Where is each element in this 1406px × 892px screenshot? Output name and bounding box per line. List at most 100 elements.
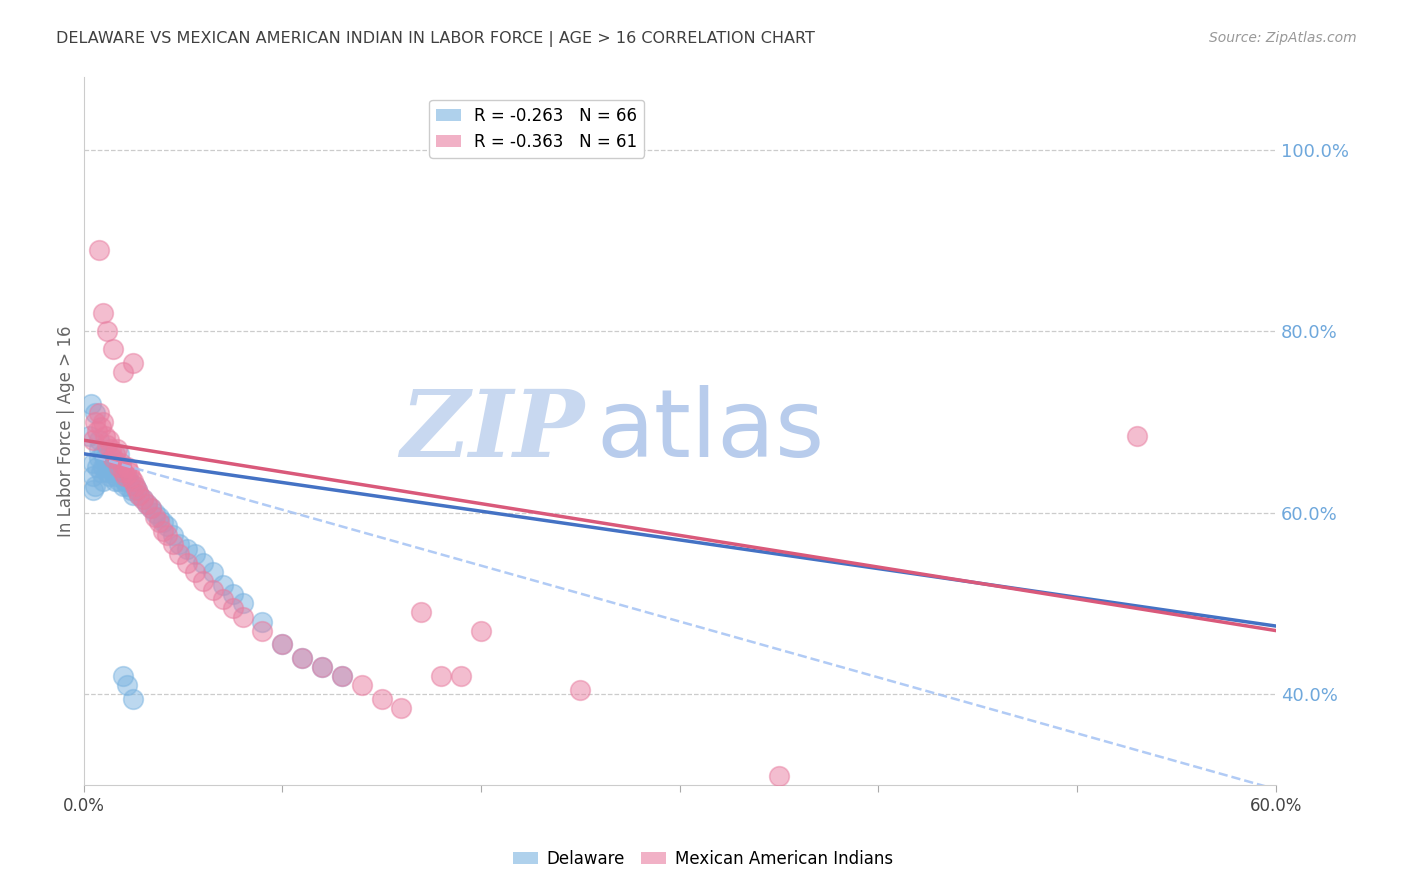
Point: [96, 324, 118, 338]
Point: [103, 465, 125, 479]
Point: [114, 469, 136, 483]
Point: [128, 487, 150, 501]
Point: [211, 578, 233, 592]
Point: [252, 615, 274, 629]
Point: [156, 519, 179, 533]
Point: [89, 433, 111, 447]
Point: [103, 451, 125, 466]
Point: [128, 487, 150, 501]
Point: [271, 637, 294, 651]
Point: [89, 406, 111, 420]
Point: [112, 365, 135, 379]
Point: [370, 691, 392, 706]
Point: [127, 483, 149, 497]
Point: [291, 650, 314, 665]
Point: [115, 478, 138, 492]
Point: [211, 591, 233, 606]
Point: [93, 447, 115, 461]
Point: [148, 515, 170, 529]
Point: [122, 691, 145, 706]
Point: [176, 541, 198, 556]
Point: [156, 528, 179, 542]
Point: [89, 451, 111, 466]
Point: [93, 415, 115, 429]
Point: [118, 474, 141, 488]
Point: [108, 474, 131, 488]
Point: [311, 660, 333, 674]
Point: [82, 433, 104, 447]
Point: [122, 487, 145, 501]
Point: [82, 483, 104, 497]
Point: [112, 669, 135, 683]
Point: [191, 556, 214, 570]
Point: [768, 769, 790, 783]
Text: Source: ZipAtlas.com: Source: ZipAtlas.com: [1209, 31, 1357, 45]
Point: [86, 424, 108, 438]
Point: [108, 447, 131, 461]
Point: [143, 510, 166, 524]
Point: [115, 460, 138, 475]
Point: [98, 469, 121, 483]
Point: [122, 474, 145, 488]
Point: [132, 492, 155, 507]
Point: [96, 465, 118, 479]
Point: [122, 356, 145, 370]
Point: [221, 601, 243, 615]
Point: [1126, 428, 1149, 442]
Point: [231, 596, 253, 610]
Legend: R = -0.263   N = 66, R = -0.363   N = 61: R = -0.263 N = 66, R = -0.363 N = 61: [429, 100, 644, 158]
Point: [143, 506, 166, 520]
Y-axis label: In Labor Force | Age > 16: In Labor Force | Age > 16: [58, 326, 75, 537]
Text: atlas: atlas: [596, 385, 824, 477]
Point: [104, 469, 127, 483]
Point: [103, 460, 125, 475]
Point: [105, 442, 128, 457]
Point: [103, 343, 125, 357]
Point: [152, 515, 174, 529]
Point: [132, 492, 155, 507]
Point: [411, 606, 433, 620]
Point: [470, 624, 492, 638]
Point: [114, 474, 136, 488]
Point: [191, 574, 214, 588]
Point: [350, 678, 373, 692]
Point: [176, 556, 198, 570]
Point: [115, 678, 138, 692]
Point: [98, 460, 121, 475]
Point: [84, 478, 107, 492]
Point: [94, 451, 117, 466]
Point: [139, 501, 162, 516]
Point: [201, 565, 224, 579]
Point: [104, 447, 127, 461]
Point: [96, 438, 118, 452]
Point: [391, 700, 413, 714]
Point: [450, 669, 472, 683]
Point: [89, 243, 111, 257]
Point: [90, 465, 112, 479]
Point: [96, 456, 118, 470]
Point: [118, 465, 141, 479]
Point: [112, 469, 135, 483]
Point: [127, 483, 149, 497]
Point: [167, 537, 190, 551]
Point: [84, 406, 107, 420]
Point: [93, 460, 115, 475]
Point: [330, 669, 353, 683]
Point: [90, 419, 112, 434]
Point: [291, 650, 314, 665]
Point: [108, 465, 131, 479]
Point: [139, 501, 162, 516]
Point: [82, 469, 104, 483]
Point: [89, 442, 111, 457]
Point: [311, 660, 333, 674]
Point: [271, 637, 294, 651]
Point: [98, 433, 121, 447]
Point: [93, 474, 115, 488]
Point: [120, 483, 142, 497]
Text: DELAWARE VS MEXICAN AMERICAN INDIAN IN LABOR FORCE | AGE > 16 CORRELATION CHART: DELAWARE VS MEXICAN AMERICAN INDIAN IN L…: [56, 31, 815, 47]
Point: [167, 547, 190, 561]
Point: [115, 469, 138, 483]
Point: [100, 442, 122, 457]
Point: [93, 306, 115, 320]
Point: [104, 474, 127, 488]
